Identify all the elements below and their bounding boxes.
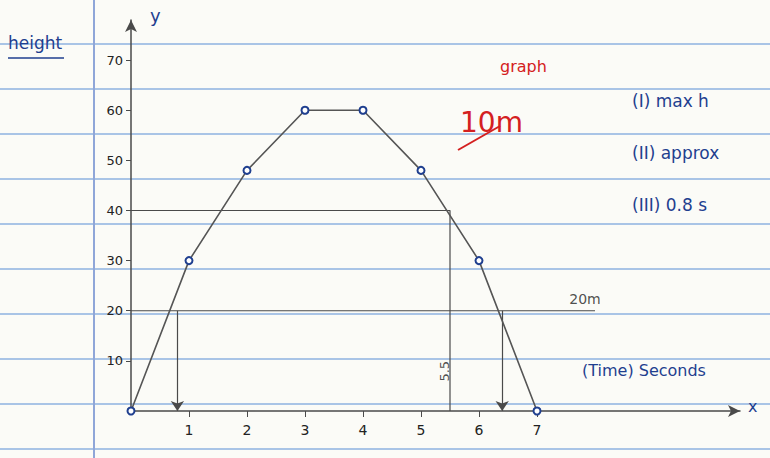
svg-text:7: 7 — [533, 422, 542, 438]
svg-text:20m: 20m — [569, 291, 600, 307]
svg-text:10m: 10m — [460, 106, 523, 139]
svg-text:(II) approx: (II) approx — [632, 143, 719, 163]
svg-text:x: x — [748, 397, 757, 416]
svg-text:20: 20 — [106, 303, 123, 318]
svg-text:6: 6 — [475, 422, 484, 438]
svg-text:1: 1 — [185, 422, 194, 438]
svg-text:60: 60 — [106, 103, 123, 118]
svg-text:2: 2 — [243, 422, 252, 438]
svg-text:50: 50 — [106, 153, 123, 168]
svg-text:5.5: 5.5 — [437, 361, 452, 382]
svg-text:40: 40 — [106, 203, 123, 218]
svg-text:(III) 0.8 s: (III) 0.8 s — [632, 195, 707, 215]
svg-text:y: y — [150, 5, 161, 26]
svg-text:(I) max h: (I) max h — [632, 91, 709, 111]
svg-text:3: 3 — [301, 422, 310, 438]
svg-text:30: 30 — [106, 253, 123, 268]
svg-text:70: 70 — [106, 53, 123, 68]
svg-text:5: 5 — [417, 422, 426, 438]
svg-text:10: 10 — [106, 353, 123, 368]
svg-text:height: height — [8, 33, 63, 53]
svg-text:(Time) Seconds: (Time) Seconds — [582, 361, 706, 380]
svg-text:4: 4 — [359, 422, 368, 438]
svg-text:graph: graph — [500, 57, 547, 76]
